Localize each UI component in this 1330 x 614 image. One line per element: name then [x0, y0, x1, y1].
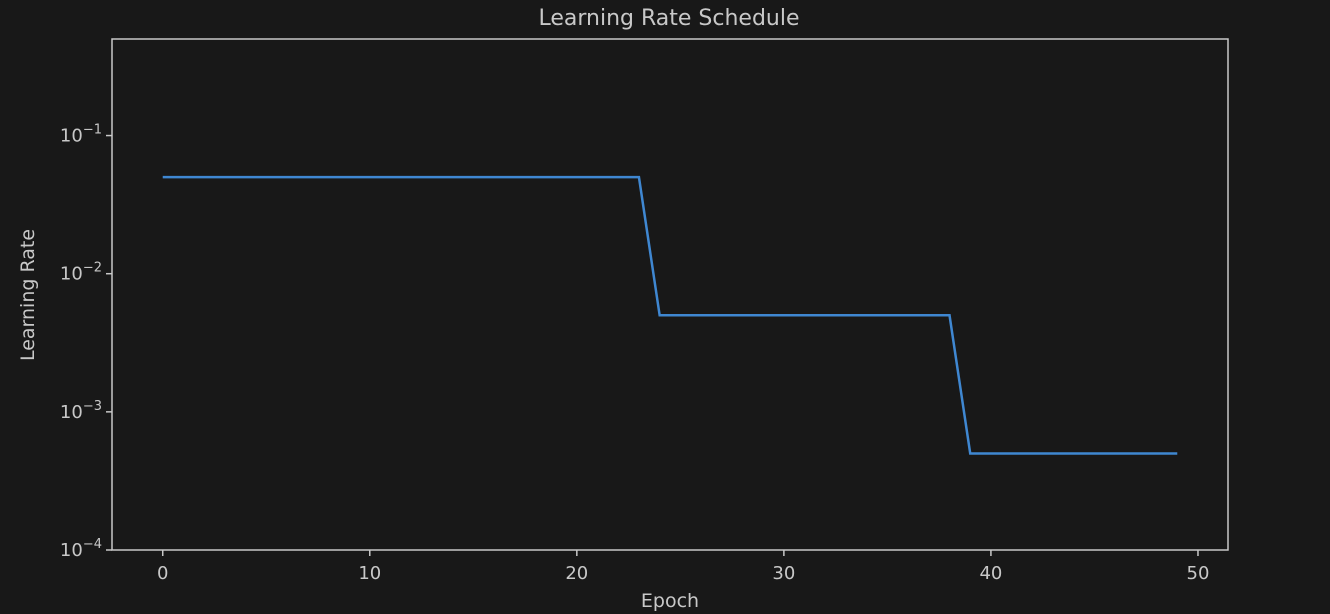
y-tick-base: 10 — [60, 264, 83, 285]
y-tick-base: 10 — [60, 540, 83, 561]
y-axis-label: Learning Rate — [17, 229, 39, 361]
x-tick-label: 50 — [1187, 563, 1210, 584]
x-tick-label: 0 — [157, 563, 168, 584]
learning-rate-line — [162, 175, 1178, 455]
y-tick-base: 10 — [60, 402, 83, 423]
y-tick-exponent: −4 — [83, 537, 102, 552]
x-axis: 0 10 20 30 40 50 — [157, 550, 1209, 584]
chart-title: Learning Rate Schedule — [538, 6, 799, 31]
x-tick-label: 30 — [772, 563, 795, 584]
y-tick-label: 10−2 — [60, 261, 102, 285]
y-axis: 10−410−310−210−1 — [60, 123, 112, 561]
y-tick-label: 10−1 — [60, 123, 102, 147]
x-axis-label: Epoch — [641, 590, 699, 612]
x-tick-label: 20 — [565, 563, 588, 584]
x-tick-label: 40 — [979, 563, 1002, 584]
y-tick-exponent: −1 — [83, 123, 102, 138]
x-tick-label: 10 — [358, 563, 381, 584]
y-tick-exponent: −2 — [83, 261, 102, 276]
y-tick-label: 10−3 — [60, 399, 102, 423]
y-tick-label: 10−4 — [60, 537, 102, 561]
y-tick-base: 10 — [60, 126, 83, 147]
plot-area — [111, 38, 1229, 551]
y-tick-exponent: −3 — [83, 399, 102, 414]
